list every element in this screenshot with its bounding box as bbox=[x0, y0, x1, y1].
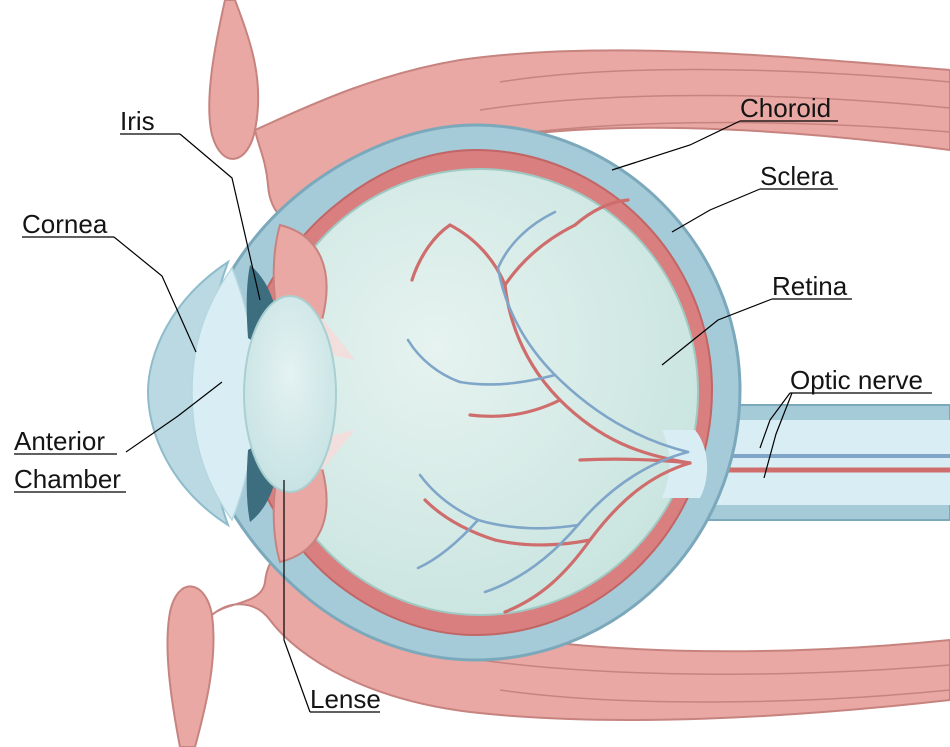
label-optic-nerve: Optic nerve bbox=[790, 364, 923, 398]
label-retina: Retina bbox=[772, 270, 847, 304]
label-cornea: Cornea bbox=[22, 208, 107, 242]
label-lense: Lense bbox=[310, 683, 381, 717]
label-choroid: Choroid bbox=[740, 92, 831, 126]
lens bbox=[244, 296, 336, 492]
label-sclera: Sclera bbox=[760, 160, 834, 194]
label-chamber: Chamber bbox=[14, 463, 121, 497]
label-iris: Iris bbox=[120, 105, 155, 139]
eyeball bbox=[148, 125, 740, 660]
label-anterior: Anterior bbox=[14, 425, 105, 459]
eye-diagram: Iris Cornea Anterior Chamber Lense Choro… bbox=[0, 0, 950, 747]
